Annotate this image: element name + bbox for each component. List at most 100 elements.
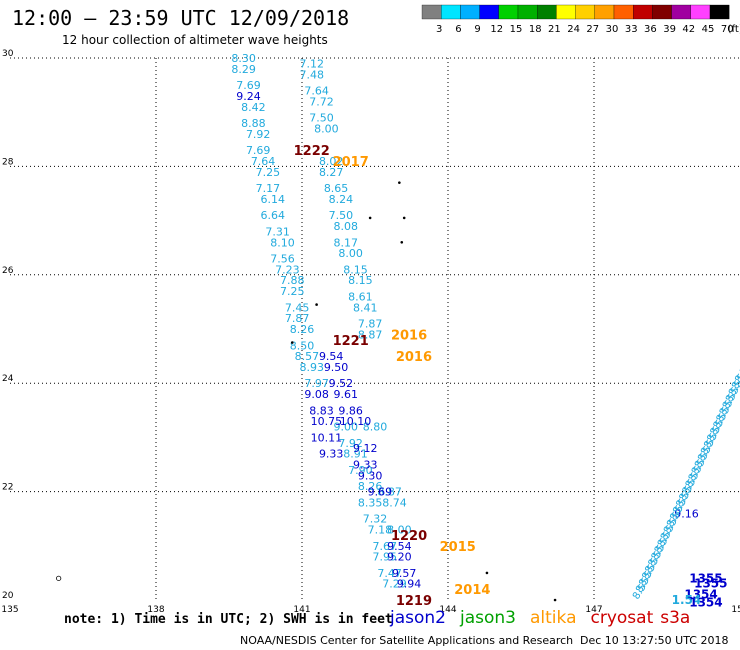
swh-value-point: 7.72	[309, 95, 334, 108]
swh-value-point: 6.64	[261, 209, 286, 222]
y-tick-label: 26	[2, 266, 14, 276]
swh-value-point: 8.26	[290, 323, 315, 336]
swh-value-point: 8.29	[231, 63, 256, 76]
swh-value-point: 9.57	[392, 567, 417, 580]
swh-value-point: 8.5	[733, 365, 740, 384]
year-label: 2014	[454, 583, 490, 598]
swh-value-point: 8.87	[377, 486, 402, 499]
chart-subtitle: 12 hour collection of altimeter wave hei…	[62, 33, 328, 47]
colorbar-unit: (ft)	[728, 24, 740, 35]
swh-value-point: 7.64	[251, 155, 276, 168]
swh-value-point: 8.42	[241, 101, 266, 114]
x-tick-label: 144	[439, 605, 456, 615]
swh-value-point: 7.90	[348, 464, 373, 477]
swh-value-point: 7.87	[358, 318, 383, 331]
year-label: 2015	[440, 540, 476, 555]
colorbar-label: 42	[682, 24, 695, 35]
swh-value-point: 9.94	[397, 578, 422, 591]
time-label: 1354	[684, 588, 717, 602]
swh-value-point: 9.33	[353, 459, 378, 472]
swh-value-point: 7.67	[372, 540, 397, 553]
swh-value-point: 7.88	[280, 274, 305, 287]
swh-value-point: 8.87	[358, 328, 383, 341]
time-label: 1219	[396, 594, 432, 609]
swh-value-point: 7.25	[280, 285, 305, 298]
island-mark	[402, 216, 406, 220]
colorbar-label: 27	[586, 24, 599, 35]
island-mark	[485, 571, 489, 575]
swh-value-point: 7.47	[377, 567, 402, 580]
colorbar-label: 39	[663, 24, 676, 35]
year-label: 2017	[333, 155, 369, 170]
time-label: 1355	[689, 571, 722, 585]
chart-title: 12:00 – 23:59 UTC 12/09/2018	[12, 6, 350, 30]
colorbar-label: 9	[474, 24, 480, 35]
y-tick-label: 20	[2, 591, 14, 601]
swh-value-point: 8.08	[334, 220, 359, 233]
time-label: 1221	[333, 334, 369, 349]
swh-value-point: 7.23	[275, 263, 300, 276]
x-tick-label: 147	[585, 605, 602, 615]
colorbar-label: 15	[510, 24, 523, 35]
y-tick-label: 30	[2, 49, 14, 59]
swh-value-point: 8.61	[348, 290, 373, 303]
swh-value-point: 9.12	[353, 442, 378, 455]
swh-value-point: 8.00	[314, 122, 339, 135]
x-tick-label: 150	[731, 605, 740, 615]
colorbar-label: 30	[606, 24, 619, 35]
swh-value-point: 8.74	[382, 496, 407, 509]
swh-value-point: 8.57	[295, 350, 320, 363]
colorbar-label: 18	[529, 24, 542, 35]
colorbar-label: 3	[436, 24, 442, 35]
colorbar-label: 33	[625, 24, 638, 35]
altimeter-plot: 135 138 141 144 147 150 20 22 24 26 28 30 8.308.29 7.…	[1, 49, 740, 615]
swh-value-point: 9.33	[319, 448, 344, 461]
colorbar-label: 12	[490, 24, 503, 35]
swh-value-point: 8.00	[387, 524, 412, 537]
swh-value-point: 7.92	[246, 128, 271, 141]
footer-timestamp: Dec 10 13:27:50 UTC 2018	[580, 634, 729, 647]
swh-value-point: 8.41	[353, 301, 378, 314]
x-tick-label: 141	[293, 605, 310, 615]
swh-value-point: 6.14	[261, 193, 286, 206]
swh-value-point: 9.08	[304, 388, 329, 401]
time-label: 1.54	[672, 593, 702, 607]
island-mark	[290, 341, 294, 344]
island-mark	[400, 240, 404, 244]
swh-value-point: 7.50	[329, 209, 354, 222]
year-label: 2016	[396, 350, 432, 365]
swh-value-point: 9.54	[319, 350, 344, 363]
island-mark	[553, 598, 557, 602]
colorbar-label: 21	[548, 24, 561, 35]
swh-value-point: 8.30	[231, 52, 256, 65]
swh-value-point: 8.83	[309, 404, 334, 417]
swh-value-point: 8.65	[324, 182, 349, 195]
swh-value-point: 8.80	[363, 421, 388, 434]
swh-value-point: 8.93	[299, 361, 324, 374]
swh-value-point: 7.48	[299, 68, 324, 81]
swh-value-point: 7.69	[236, 79, 261, 92]
swh-value-point: 7.50	[309, 112, 334, 125]
island-mark	[398, 181, 401, 184]
y-tick-label: 22	[2, 483, 13, 493]
swh-value-point: 7.29	[382, 578, 407, 591]
swh-value-point: 9.00	[334, 421, 359, 434]
swh-value-point: 7.87	[285, 312, 310, 325]
colorbar-label: 24	[567, 24, 580, 35]
island-mark	[368, 216, 372, 220]
swh-value-point: 7.32	[363, 513, 388, 526]
swh-value-point: 8.00	[338, 247, 363, 260]
colorbar-label: 45	[702, 24, 715, 35]
swh-value-point: 8.35	[358, 496, 383, 509]
swh-value-point: 8.02	[319, 155, 344, 168]
swh-value-point: 7.56	[270, 253, 295, 266]
swh-value-point: 7.69	[246, 144, 271, 157]
time-label: 1222	[294, 144, 330, 159]
swh-value-point: 10.10	[340, 415, 372, 428]
swh-value-point: 9.24	[236, 90, 261, 103]
swh-value-point: 9.20	[387, 551, 412, 564]
swh-value-point: 9.52	[329, 377, 354, 390]
swh-value-point: 8.15	[348, 274, 373, 287]
y-tick-label: 24	[2, 374, 14, 384]
